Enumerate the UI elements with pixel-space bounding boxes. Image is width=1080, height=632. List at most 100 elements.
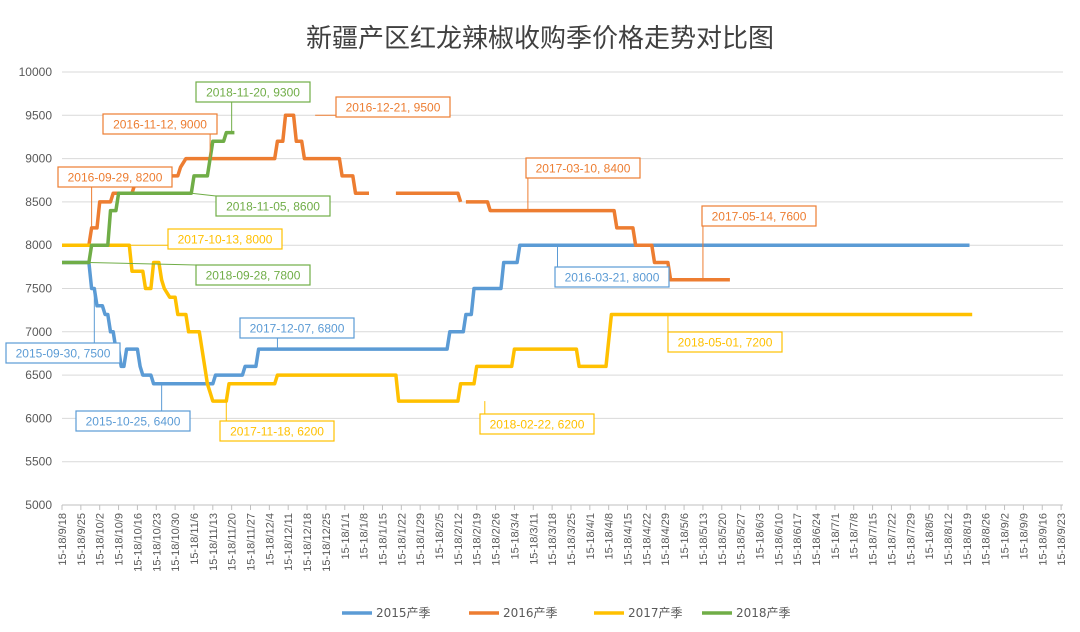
x-tick-label: 15-18/4/1 — [585, 513, 597, 559]
x-tick-label: 15-18/4/15 — [623, 513, 635, 566]
x-tick-label: 15-18/7/8 — [849, 513, 861, 559]
x-tick-label: 15-18/10/16 — [132, 513, 144, 572]
x-tick-label: 15-18/9/18 — [57, 513, 69, 566]
x-tick-label: 15-18/6/3 — [754, 513, 766, 559]
series-lines — [62, 113, 973, 403]
y-tick-label: 9500 — [25, 108, 52, 122]
x-tick-label: 15-18/2/5 — [434, 513, 446, 559]
legend-label: 2017产季 — [628, 606, 683, 620]
x-tick-label: 15-18/3/18 — [547, 513, 559, 566]
callout-box — [667, 331, 783, 353]
callout-box — [167, 228, 283, 250]
y-tick-label: 8500 — [25, 195, 52, 209]
callout-label: 2018-09-28, 7800 — [206, 269, 301, 283]
callout-label: 2017-11-18, 6200 — [230, 425, 324, 439]
x-tick-label: 15-18/8/26 — [981, 513, 993, 566]
callout-label: 2018-05-01, 7200 — [678, 336, 773, 350]
y-tick-label: 5500 — [25, 455, 52, 469]
callout-box — [102, 113, 218, 135]
series-line-4-segment-1 — [62, 130, 235, 265]
y-tick-label: 7500 — [25, 282, 52, 296]
x-tick-label: 15-18/5/27 — [736, 513, 748, 566]
x-tick-label: 15-18/1/22 — [396, 513, 408, 566]
x-tick-label: 15-18/9/16 — [1037, 513, 1049, 566]
series-line-2-segment-2 — [395, 191, 463, 203]
x-tick-label: 15-18/7/15 — [868, 513, 880, 566]
x-tick-label: 15-18/7/22 — [886, 513, 898, 566]
x-tick-label: 15-18/10/30 — [170, 513, 182, 572]
data-callouts: 2015-09-30, 7500 2015-10-25, 6400 2017-12-… — [5, 81, 817, 442]
x-tick-label: 15-18/1/1 — [340, 513, 352, 559]
callout-leader — [191, 192, 217, 197]
callout-box — [525, 157, 641, 179]
x-tick-label: 15-18/12/4 — [264, 513, 276, 566]
x-tick-label: 15-18/11/6 — [189, 513, 201, 565]
callout-box — [5, 342, 121, 364]
legend: 2015产季 2016产季 2017产季 2018产季 — [342, 606, 791, 620]
x-tick-label: 15-18/12/25 — [321, 513, 333, 572]
x-tick-label: 15-18/9/2 — [1000, 513, 1012, 559]
x-tick-label: 15-18/11/20 — [227, 513, 239, 571]
callout-label: 2016-11-12, 9000 — [113, 118, 207, 132]
x-tick-label: 15-18/12/11 — [283, 513, 295, 571]
callout-label: 2018-02-22, 6200 — [490, 418, 585, 432]
callout-leader — [88, 262, 197, 266]
callout-label: 2018-11-20, 9300 — [206, 86, 300, 100]
callout-label: 2015-10-25, 6400 — [86, 415, 181, 429]
callout-label: 2015-09-30, 7500 — [16, 347, 111, 361]
x-tick-label: 15-18/6/10 — [773, 513, 785, 566]
callout-box — [239, 317, 355, 339]
x-tick-label: 15-18/4/22 — [641, 513, 653, 566]
x-tick-label: 15-18/8/12 — [943, 513, 955, 566]
series-line-1-segment-1 — [62, 243, 970, 386]
series-line-3-segment-1 — [62, 243, 973, 403]
y-tick-label: 6000 — [25, 411, 52, 425]
x-tick-label: 15-18/6/24 — [811, 513, 823, 566]
x-tick-label: 15-18/9/9 — [1018, 513, 1030, 559]
callout-box — [479, 413, 595, 435]
callout-box — [219, 420, 335, 442]
callout-label: 2016-09-29, 8200 — [68, 171, 163, 185]
y-axis-ticks: 5000 5500 6000 6500 7000 7500 8000 8500 9000 9500… — [19, 65, 53, 512]
x-tick-label: 15-18/4/8 — [604, 513, 616, 559]
y-tick-label: 10000 — [19, 65, 53, 79]
x-tick-label: 15-18/7/1 — [830, 513, 842, 559]
callout-label: 2016-03-21, 8000 — [565, 271, 660, 285]
callout-box — [335, 96, 451, 118]
x-tick-label: 15-18/7/29 — [905, 513, 917, 566]
callout-box — [215, 195, 331, 217]
x-tick-label: 15-18/10/9 — [114, 513, 126, 566]
x-tick-label: 15-18/11/27 — [246, 513, 258, 571]
x-tick-label: 15-18/6/17 — [792, 513, 804, 566]
x-axis-ticks: 15-18/9/18 15-18/9/25 15-18/10/2 15-18/10/9… — [57, 505, 1068, 572]
callout-box — [75, 410, 191, 432]
x-tick-label: 15-18/3/25 — [566, 513, 578, 566]
legend-label: 2018产季 — [736, 606, 791, 620]
legend-label: 2016产季 — [503, 606, 558, 620]
x-tick-label: 15-18/12/18 — [302, 513, 314, 572]
y-tick-label: 5000 — [25, 498, 52, 512]
x-tick-label: 15-18/3/4 — [509, 513, 521, 559]
y-tick-label: 6500 — [25, 368, 52, 382]
callout-label: 2018-11-05, 8600 — [226, 200, 320, 214]
x-tick-label: 15-18/2/26 — [491, 513, 503, 566]
callout-label: 2016-12-21, 9500 — [346, 101, 441, 115]
y-tick-label: 9000 — [25, 152, 52, 166]
callout-label: 2017-12-07, 6800 — [250, 322, 345, 336]
x-tick-label: 15-18/9/23 — [1056, 513, 1068, 566]
x-tick-label: 15-18/11/13 — [208, 513, 220, 571]
callout-box — [554, 266, 670, 288]
x-tick-label: 15-18/1/29 — [415, 513, 427, 566]
x-tick-label: 15-18/8/19 — [962, 513, 974, 566]
x-tick-label: 15-18/1/15 — [377, 513, 389, 566]
series-line-2-segment-1 — [62, 113, 369, 247]
x-tick-label: 15-18/4/29 — [660, 513, 672, 566]
x-tick-label: 15-18/10/23 — [151, 513, 163, 572]
callout-label: 2017-03-10, 8400 — [536, 162, 631, 176]
legend-label: 2015产季 — [376, 606, 431, 620]
callout-box — [57, 166, 173, 188]
x-tick-label: 15-18/5/20 — [717, 513, 729, 566]
x-tick-label: 15-18/2/19 — [472, 513, 484, 566]
gridlines — [62, 71, 1063, 506]
callout-label: 2017-05-14, 7600 — [712, 210, 807, 224]
